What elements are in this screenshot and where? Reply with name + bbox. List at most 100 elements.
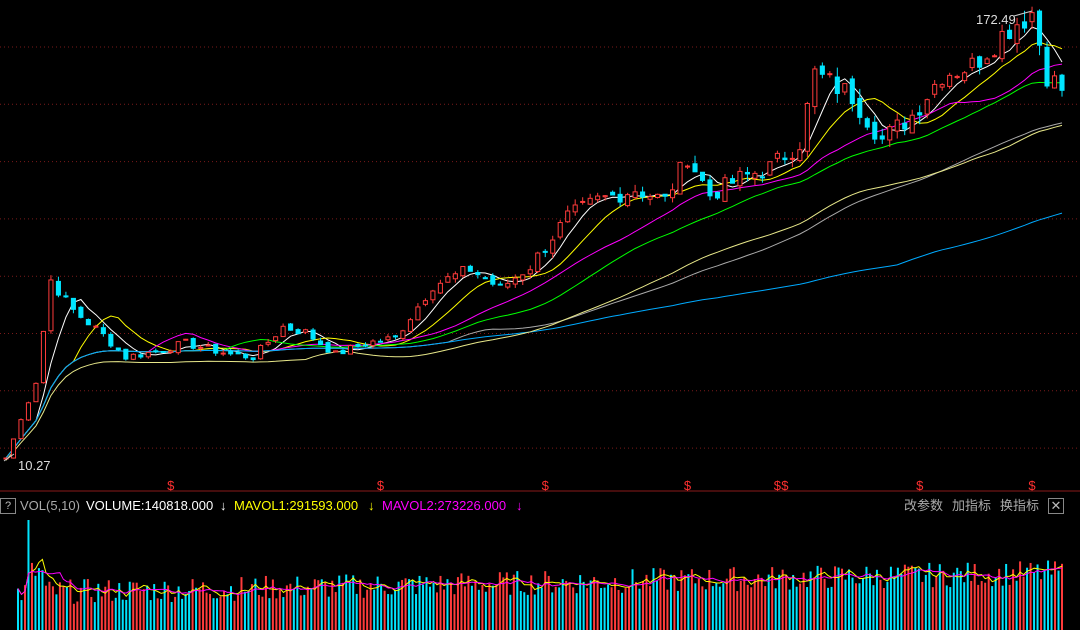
candle bbox=[100, 323, 106, 337]
volume-bar bbox=[1043, 570, 1046, 630]
volume-bar bbox=[994, 577, 997, 630]
volume-bar bbox=[558, 587, 561, 630]
candle-body bbox=[415, 306, 421, 321]
volume-bar bbox=[1001, 585, 1004, 630]
volume-bar bbox=[394, 590, 397, 630]
volume-bar bbox=[631, 569, 634, 630]
volume-bar bbox=[666, 589, 669, 630]
volume-bar bbox=[603, 587, 606, 630]
volume-bar bbox=[348, 581, 351, 630]
candle-body bbox=[565, 210, 571, 223]
volume-bar bbox=[854, 583, 857, 630]
candle-body bbox=[325, 342, 331, 353]
dividend-markers: $ $ $ $ $ $ $ $ bbox=[167, 478, 1036, 492]
candlestick-chart[interactable]: $ $ $ $ $ $ $ $ 172.49 10.27 bbox=[0, 0, 1080, 492]
volume-bar bbox=[519, 590, 522, 630]
candle-body bbox=[909, 114, 915, 134]
volume-bar bbox=[198, 588, 201, 630]
ma5-line bbox=[5, 26, 1063, 459]
candle-body bbox=[774, 152, 780, 159]
volume-bar bbox=[345, 574, 348, 630]
volume-bar bbox=[160, 598, 163, 630]
candle-body bbox=[932, 83, 938, 95]
volume-bar bbox=[861, 578, 864, 630]
volume-bar bbox=[250, 584, 253, 630]
volume-bar bbox=[526, 594, 529, 630]
volume-bar bbox=[456, 577, 459, 630]
volume-bar bbox=[135, 582, 138, 630]
candle-body bbox=[18, 419, 24, 440]
candle-body bbox=[797, 149, 803, 162]
volume-bar bbox=[460, 573, 463, 630]
mavol2-value: MAVOL2:273226.000 bbox=[382, 498, 507, 513]
candle-body bbox=[662, 193, 668, 197]
help-button[interactable]: ? bbox=[0, 498, 16, 514]
volume-bar bbox=[341, 582, 344, 630]
volume-bar bbox=[848, 569, 851, 630]
volume-bar bbox=[931, 587, 934, 630]
volume-bar bbox=[107, 580, 110, 630]
change-params-button[interactable]: 改参数 bbox=[904, 498, 944, 513]
candle bbox=[909, 109, 915, 134]
candle-body bbox=[580, 200, 586, 203]
dividend-marker: $ bbox=[684, 478, 692, 492]
candle-body bbox=[48, 279, 54, 332]
volume-bar bbox=[875, 569, 878, 630]
volume-bar bbox=[219, 596, 222, 630]
volume-bar bbox=[488, 583, 491, 630]
dividend-marker: $ bbox=[781, 478, 789, 492]
volume-bar bbox=[502, 577, 505, 630]
volume-bar bbox=[533, 594, 536, 630]
volume-bar bbox=[404, 578, 407, 630]
candle bbox=[93, 324, 99, 329]
volume-bar bbox=[495, 584, 498, 630]
candle bbox=[849, 75, 855, 112]
candle bbox=[692, 155, 698, 173]
candle bbox=[48, 275, 54, 334]
volume-bar bbox=[806, 587, 809, 630]
candle bbox=[647, 193, 653, 206]
candle bbox=[1059, 73, 1065, 97]
candle bbox=[347, 344, 354, 355]
volume-bar bbox=[621, 592, 624, 630]
volume-value: VOLUME:140818.000 bbox=[86, 498, 214, 513]
switch-indicator-button[interactable]: 换指标 bbox=[1000, 498, 1040, 513]
volume-bar bbox=[690, 569, 693, 630]
candle-body bbox=[827, 73, 833, 76]
volume-bar bbox=[188, 590, 191, 630]
candle-body bbox=[295, 329, 301, 335]
volume-bar bbox=[383, 590, 386, 630]
candle bbox=[774, 150, 780, 163]
candle-body bbox=[392, 335, 398, 338]
candle bbox=[797, 142, 803, 163]
volume-bar bbox=[823, 578, 826, 630]
volume-bar bbox=[334, 592, 337, 630]
close-icon[interactable]: ✕ bbox=[1048, 498, 1064, 514]
volume-bar bbox=[181, 598, 184, 630]
volume-bar bbox=[844, 579, 847, 630]
volume-bar bbox=[1015, 580, 1018, 630]
candle bbox=[33, 382, 39, 403]
volume-bar bbox=[216, 598, 219, 630]
candle-body bbox=[692, 163, 698, 173]
volume-bar bbox=[830, 586, 833, 630]
candle bbox=[744, 167, 750, 182]
candle-body bbox=[377, 340, 384, 343]
volume-bar bbox=[264, 575, 267, 630]
candle bbox=[542, 249, 548, 258]
volume-bar bbox=[153, 584, 156, 630]
candle-body bbox=[969, 57, 975, 69]
candle bbox=[527, 265, 533, 279]
volume-bar bbox=[390, 594, 393, 630]
volume-bar bbox=[17, 588, 19, 630]
candle bbox=[962, 71, 968, 84]
volume-bar bbox=[907, 566, 910, 630]
volume-bar bbox=[352, 575, 355, 630]
volume-bar bbox=[872, 585, 875, 630]
add-indicator-button[interactable]: 加指标 bbox=[952, 498, 992, 513]
volume-bar bbox=[324, 581, 327, 630]
volume-bar bbox=[446, 579, 449, 630]
candle bbox=[1051, 70, 1058, 89]
volume-bar bbox=[596, 580, 599, 630]
candle-body bbox=[677, 161, 683, 195]
